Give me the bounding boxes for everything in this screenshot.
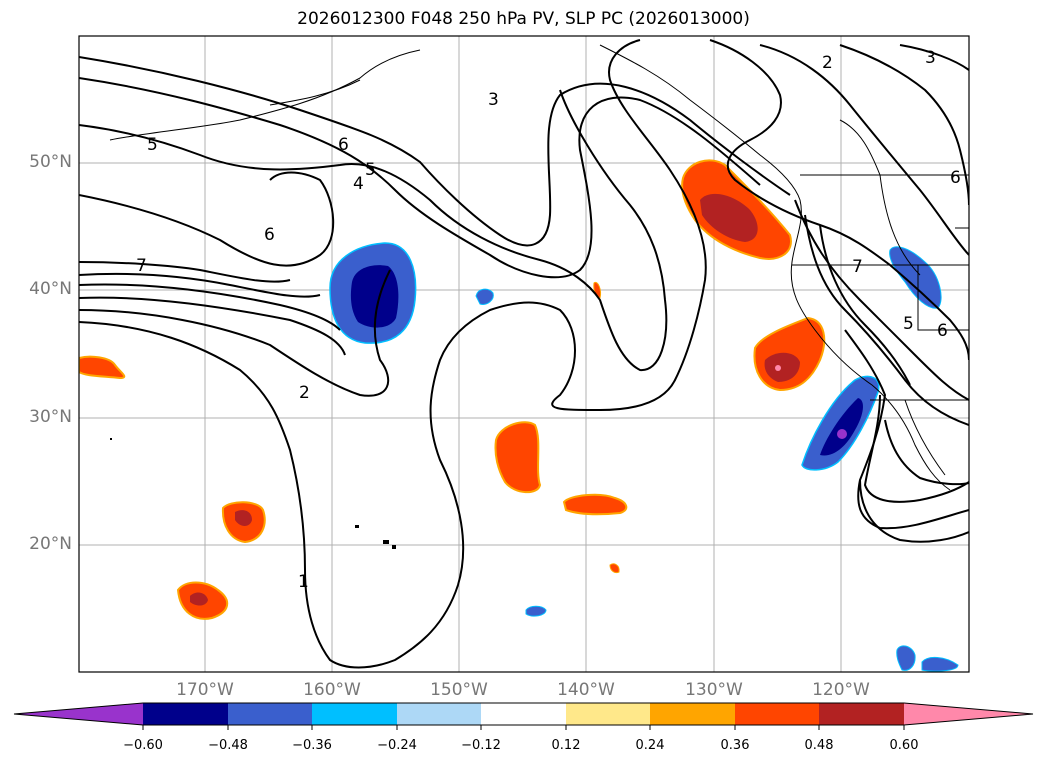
contour-label: 2 [299,383,310,403]
colorbar-segment [228,703,312,725]
colorbar-tick-label: −0.24 [377,738,417,753]
colorbar-segment [566,703,650,725]
colorbar-tick-label: −0.48 [208,738,248,753]
colorbar-tick-label: −0.60 [123,738,163,753]
contour-label: 3 [488,90,499,110]
lon-label: 140°W [557,680,615,700]
contour-labels: 5 6 5 4 6 7 3 2 1 2 3 6 7 5 6 [136,48,961,592]
colorbar-segment [481,703,566,725]
slp-contours [79,39,969,669]
pv-blob-positive-west-2 [176,581,228,620]
pv-blob-positive-tiny-2 [609,563,620,574]
contour-label: 4 [353,174,364,194]
pv-blob-positive-coast [753,316,826,392]
pv-blob-negative-south [525,605,547,617]
pv-blob-positive-hawaii-east [562,493,628,516]
colorbar-tick-label: 0.12 [551,738,581,753]
contour-label: 7 [136,256,147,276]
map-area: 5 6 5 4 6 7 3 2 1 2 3 6 7 5 6 [79,36,969,672]
pv-blob-negative-east [889,246,942,309]
contour-label: 1 [298,572,309,592]
pv-blob-negative-center [329,242,417,344]
colorbar-segment [735,703,819,725]
contour-label: 5 [365,160,376,180]
colorbar-extend-left [14,703,143,725]
contour-label: 6 [338,135,349,155]
pv-blob-positive-north [681,159,792,260]
lon-label: 150°W [430,680,488,700]
lat-label: 20°N [29,534,72,554]
coastlines [109,44,969,491]
colorbar-segment [312,703,397,725]
contour-label: 7 [852,257,863,277]
pv-blob-negative-southeast-1 [896,645,916,671]
colorbar-tick-label: −0.36 [292,738,332,753]
lon-label: 130°W [685,680,743,700]
map-frame [78,35,970,673]
lat-label: 40°N [29,279,72,299]
contour-label: 6 [937,321,948,341]
contour-label: 2 [822,53,833,73]
pv-blob-positive-tiny-1 [593,281,601,299]
colorbar-tick-label: 0.60 [889,738,919,753]
contour-label: 6 [264,225,275,245]
pv-blob-positive-midpacific [494,421,542,494]
map-title: 2026012300 F048 250 hPa PV, SLP PC (2026… [297,9,750,29]
islands [110,438,396,549]
gridlines [79,36,969,672]
lon-label: 170°W [176,680,234,700]
colorbar-segment [650,703,735,725]
colorbar-tick-label: 0.24 [635,738,665,753]
pv-blob-negative-southeast-2 [921,657,959,672]
pv-blob-negative-california [801,375,880,471]
colorbar-tick-label: 0.36 [720,738,750,753]
contour-label: 5 [903,314,914,334]
colorbar-extend-right [904,703,1033,725]
lat-label: 50°N [29,152,72,172]
lon-label: 160°W [303,680,361,700]
contour-label: 6 [950,168,961,188]
pv-blob-positive-west-1 [221,501,266,544]
lat-label: 30°N [29,407,72,427]
contour-label: 5 [147,135,158,155]
pv-blob-negative-small [475,288,494,305]
pv-blob-positive-edge [79,355,126,380]
colorbar-segment [143,703,228,725]
lon-label: 120°W [812,680,870,700]
colorbar-tick-label: 0.48 [804,738,834,753]
colorbar-segment [397,703,481,725]
contour-label: 3 [925,48,936,68]
colorbar [13,702,1034,730]
colorbar-tick-label: −0.12 [461,738,501,753]
colorbar-segment [819,703,904,725]
